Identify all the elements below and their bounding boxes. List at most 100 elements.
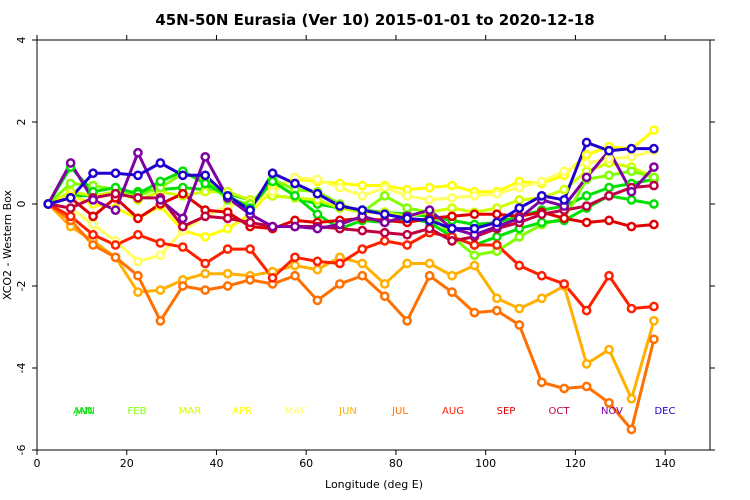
data-point-dec: [492, 217, 502, 228]
data-point-aug: [536, 270, 547, 281]
data-point-dec: [424, 215, 435, 226]
data-point-aug: [177, 242, 188, 252]
data-point-may: [581, 158, 592, 168]
legend-entry-apr: APR: [232, 406, 252, 417]
data-point-jan: [626, 195, 637, 205]
data-point-may: [514, 182, 525, 193]
data-point-jul: [514, 320, 525, 330]
data-point-dec: [357, 205, 368, 215]
data-point-mar: [559, 184, 570, 195]
data-point-dec: [200, 170, 211, 181]
data-point-dec: [133, 170, 143, 181]
data-point-jul: [177, 281, 188, 291]
data-point-apr: [357, 180, 368, 191]
data-point-jun: [581, 359, 592, 369]
series-line-mar: [47, 161, 655, 218]
legend-entry-jan: JAN: [74, 406, 92, 417]
data-point-aug: [649, 301, 659, 312]
data-point-aug: [379, 236, 390, 246]
data-point-ann: [581, 190, 592, 201]
data-point-aug: [514, 260, 525, 271]
data-point-jan: [267, 176, 278, 187]
data-point-apr: [581, 149, 592, 160]
data-point-jul: [335, 279, 345, 289]
data-point-may: [379, 182, 390, 193]
data-point-dec: [312, 188, 323, 199]
data-point-jul: [469, 307, 480, 318]
data-point-dec: [177, 170, 188, 181]
data-point-jul: [649, 334, 659, 345]
data-point-jan: [536, 217, 547, 228]
data-point-jun: [357, 258, 368, 269]
data-point-may: [133, 256, 143, 267]
data-point-nov: [290, 221, 300, 232]
data-point-may: [312, 174, 323, 185]
data-point-oct: [581, 201, 592, 211]
data-point-dec: [514, 203, 525, 213]
data-point-aug: [492, 240, 502, 250]
x-tick-label: 0: [34, 457, 41, 470]
data-point-jun: [222, 268, 233, 279]
data-point-aug: [155, 238, 166, 248]
data-point-mar: [447, 203, 457, 213]
y-tick-label: -6: [15, 445, 28, 456]
x-tick-label: 40: [209, 457, 223, 470]
data-point-aug: [604, 270, 614, 281]
data-point-ann: [604, 182, 614, 193]
data-point-jul: [88, 240, 98, 250]
data-point-jan: [649, 199, 659, 209]
data-point-aug: [559, 279, 570, 289]
legend-entry-feb: FEB: [128, 406, 147, 417]
x-tick-label: 20: [120, 457, 134, 470]
data-point-nov: [267, 221, 278, 232]
data-point-apr: [424, 182, 435, 193]
data-point-may: [402, 190, 412, 201]
y-tick-label: 2: [15, 119, 28, 126]
data-point-apr: [200, 231, 211, 242]
series-line-jul: [47, 202, 656, 431]
data-point-jul: [357, 270, 368, 281]
series-line-aug: [47, 202, 655, 313]
series-lines: [46, 129, 656, 431]
data-point-sep: [559, 213, 570, 224]
legend-entry-mar: MAR: [179, 406, 201, 417]
series-line-may: [47, 149, 655, 263]
data-point-oct: [447, 236, 457, 246]
data-point-aug: [88, 229, 98, 240]
data-point-jan: [492, 231, 502, 242]
data-point-sep: [581, 217, 592, 228]
data-point-jul: [536, 377, 547, 388]
x-tick-label: 100: [475, 457, 496, 470]
data-point-nov: [65, 158, 76, 168]
data-point-nov: [177, 213, 188, 224]
data-point-dec: [245, 205, 255, 215]
data-point-nov: [88, 195, 98, 205]
data-point-oct: [357, 225, 368, 236]
legend-entry-jul: JUL: [391, 406, 408, 417]
data-point-jun: [536, 293, 547, 304]
data-point-oct: [536, 209, 547, 220]
data-point-jun: [424, 258, 435, 269]
data-point-oct: [424, 223, 435, 234]
data-point-oct: [133, 193, 143, 203]
data-point-aug: [290, 252, 300, 263]
data-point-jun: [626, 393, 637, 404]
y-tick-label: -4: [15, 363, 28, 374]
data-point-nov: [581, 172, 592, 183]
data-point-oct: [649, 180, 659, 191]
data-point-jun: [312, 264, 323, 275]
data-point-jul: [290, 270, 300, 281]
data-point-aug: [133, 229, 143, 240]
data-point-may: [604, 154, 614, 164]
data-point-dec: [379, 209, 390, 220]
data-point-dec: [581, 137, 592, 148]
data-point-jul: [133, 270, 143, 281]
data-point-feb: [514, 231, 525, 242]
data-point-aug: [335, 258, 345, 269]
data-point-aug: [626, 303, 637, 314]
data-point-dec: [604, 145, 614, 156]
chart-title: 45N-50N Eurasia (Ver 10) 2015-01-01 to 2…: [155, 11, 594, 29]
data-point-nov: [514, 213, 525, 224]
